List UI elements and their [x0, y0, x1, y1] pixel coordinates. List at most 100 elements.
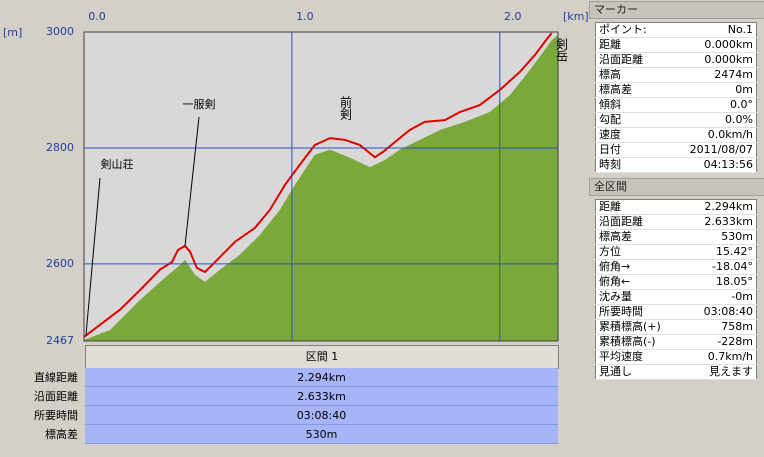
y-tick-label: 2600 [46, 257, 74, 270]
label-cell: 勾配 [595, 112, 666, 128]
value-cell: 2011/08/07 [665, 142, 757, 158]
value-cell: 758m [684, 319, 757, 335]
marker-title: マーカー [589, 1, 764, 19]
annotation-leader [85, 177, 101, 336]
y-unit: [m] [3, 26, 22, 39]
value-cell: 530m [85, 424, 558, 444]
table-row: 平均速度 0.7km/h [595, 349, 757, 365]
value-cell: 03:08:40 [85, 405, 558, 425]
annotation: 一服剣 [183, 98, 216, 111]
label-cell: ポイント: [595, 22, 666, 38]
all-sections-title: 全区間 [589, 178, 764, 196]
table-row: 方位 15.42° [595, 244, 757, 260]
label-cell: 標高差 [595, 82, 666, 98]
value-cell: 2474m [665, 67, 757, 83]
label-cell: 標高差 [45, 428, 78, 441]
y-tick-label: 2800 [46, 141, 74, 154]
label-cell: 標高差 [595, 229, 685, 245]
label-cell: 速度 [595, 127, 666, 143]
value-cell: 0.0° [665, 97, 757, 113]
label-cell: 俯角← [595, 274, 685, 290]
annotation: 剣山荘 [101, 158, 134, 171]
value-cell: -18.04° [684, 259, 757, 275]
table-row: ポイント: No.1 [595, 22, 757, 38]
label-cell: 沿面距離 [595, 52, 666, 68]
annotation: 前剣 [339, 95, 353, 120]
label-cell: 沿面距離 [595, 214, 685, 230]
value-cell: 0.0km/h [665, 127, 757, 143]
table-row: 距離 2.294km [595, 199, 757, 215]
profile-line [83, 32, 553, 338]
table-row: 時刻 04:13:56 [595, 157, 757, 173]
label-cell: 俯角→ [595, 259, 685, 275]
value-cell: -0m [684, 289, 757, 305]
label-cell: 累積標高(-) [595, 334, 685, 350]
table-row: 沿面距離 2.633km [595, 214, 757, 230]
value-cell: 15.42° [684, 244, 757, 260]
table-row: 沿面距離 2.633km [0, 386, 558, 406]
table-row: 距離 0.000km [595, 37, 757, 53]
table-row: 所要時間 03:08:40 [0, 405, 558, 425]
table-row: 速度 0.0km/h [595, 127, 757, 143]
table-row: 標高 2474m [595, 67, 757, 83]
value-cell: 0.0% [665, 112, 757, 128]
label-cell: 距離 [595, 199, 685, 215]
label-cell: 日付 [595, 142, 666, 158]
value-cell: 2.633km [684, 214, 757, 230]
label-cell: 見通し [595, 364, 685, 380]
value-cell: 0.000km [665, 37, 757, 53]
value-cell: No.1 [665, 22, 757, 38]
table-row: 傾斜 0.0° [595, 97, 757, 113]
label-cell: 所要時間 [595, 304, 685, 320]
label-cell: 傾斜 [595, 97, 666, 113]
label-cell: 時刻 [595, 157, 666, 173]
marker-table: ポイント: No.1 距離 0.000km 沿面距離 0.000km 標高 2474m 標高差 0… [595, 22, 757, 173]
x-tick-label: 1.0 [296, 10, 314, 23]
value-cell: 0.000km [665, 52, 757, 68]
table-row: 俯角← 18.05° [595, 274, 757, 290]
label-cell: 標高 [595, 67, 666, 83]
table-row: 累積標高(-) -228m [595, 334, 757, 350]
annotation: 剣岳 [555, 38, 569, 62]
y-tick-label: 3000 [46, 25, 74, 38]
table-row: 俯角→ -18.04° [595, 259, 757, 275]
x-tick-label: 2.0 [504, 10, 522, 23]
label-cell: 沿面距離 [34, 390, 78, 403]
table-row: 沈み量 -0m [595, 289, 757, 305]
value-cell: 03:08:40 [684, 304, 757, 320]
table-row: 沿面距離 0.000km [595, 52, 757, 68]
table-row: 標高差 530m [595, 229, 757, 245]
label-cell: 距離 [595, 37, 666, 53]
table-row: 勾配 0.0% [595, 112, 757, 128]
terrain-area [84, 34, 558, 342]
table-row: 日付 2011/08/07 [595, 142, 757, 158]
table-row: 直線距離 2.294km [0, 368, 558, 387]
label-cell: 累積標高(+) [595, 319, 685, 335]
y-tick-label: 2467 [46, 334, 74, 345]
value-cell: 04:13:56 [665, 157, 757, 173]
section-header: 区間 1 [85, 345, 559, 369]
table-row: 標高差 0m [595, 82, 757, 98]
value-cell: 0.7km/h [684, 349, 757, 365]
value-cell: 2.294km [85, 368, 558, 387]
label-cell: 沈み量 [595, 289, 685, 305]
x-tick-label: 0.0 [88, 10, 106, 23]
value-cell: 530m [684, 229, 757, 245]
x-unit: [km] [563, 10, 588, 23]
profile-chart: [m] [km] 2467 2600 2800 3000 0.0 1.0 2.0 剣山荘 一服剣… [3, 10, 588, 345]
plot-border [83, 31, 559, 342]
table-row: 累積標高(+) 758m [595, 319, 757, 335]
section-table: 直線距離 2.294km 沿面距離 2.633km 所要時間 03:08:40 標高差 530… [0, 368, 558, 444]
value-cell: 18.05° [684, 274, 757, 290]
value-cell: 2.294km [684, 199, 757, 215]
label-cell: 直線距離 [34, 371, 78, 385]
value-cell: 2.633km [85, 386, 558, 406]
label-cell: 平均速度 [595, 349, 685, 365]
annotation-leader [184, 116, 200, 247]
table-row: 標高差 530m [0, 424, 558, 444]
table-row: 所要時間 03:08:40 [595, 304, 757, 320]
value-cell: 見えます [684, 364, 757, 380]
label-cell: 方位 [595, 244, 685, 260]
all-sections-table: 距離 2.294km 沿面距離 2.633km 標高差 530m 方位 15.42° 俯角→ -1… [595, 199, 757, 380]
